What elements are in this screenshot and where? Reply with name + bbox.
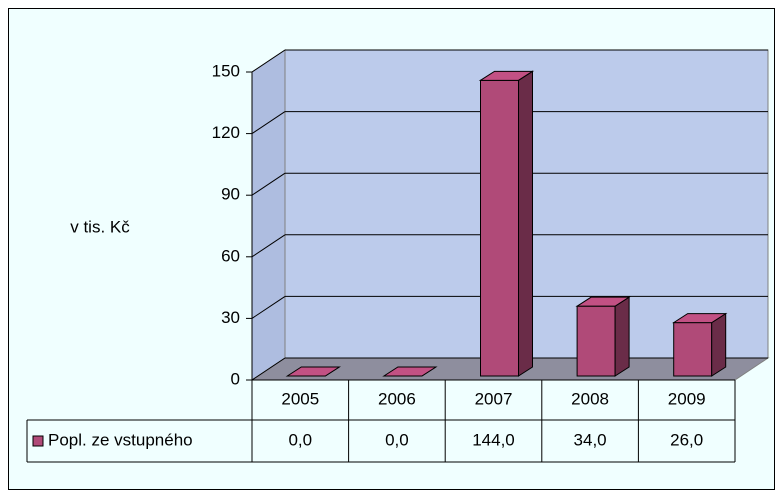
- grid-line: [251, 49, 286, 73]
- bar-top: [382, 366, 438, 377]
- table-value: 34,0: [574, 430, 607, 449]
- table-value: 26,0: [670, 430, 703, 449]
- side-wall: [251, 49, 286, 381]
- grid-line: [251, 234, 286, 258]
- x-tick-label: 2006: [378, 389, 416, 408]
- x-tick-label: 2007: [475, 389, 513, 408]
- x-tick-label: 2005: [281, 389, 319, 408]
- table-value: 0,0: [385, 430, 409, 449]
- bar-top: [478, 70, 535, 81]
- legend-swatch: [32, 435, 44, 447]
- grid-line: [251, 111, 286, 135]
- y-tick-label: 150: [212, 61, 240, 80]
- y-tick-label: 60: [221, 246, 240, 265]
- bar-front: [576, 305, 616, 377]
- table-value: 0,0: [288, 430, 312, 449]
- bar-side: [518, 70, 533, 377]
- y-tick-label: 0: [231, 369, 240, 388]
- legend-label: Popl. ze vstupného: [48, 430, 193, 449]
- table-value: 144,0: [472, 430, 515, 449]
- y-axis-label: v tis. Kč: [70, 217, 130, 236]
- y-tick-label: 120: [212, 123, 240, 142]
- bar-top: [575, 296, 631, 307]
- x-tick-label: 2009: [668, 389, 706, 408]
- bar-front: [480, 79, 519, 377]
- y-tick-label: 90: [221, 185, 240, 204]
- grid-line: [251, 295, 286, 319]
- bar-top: [671, 313, 728, 324]
- x-tick-label: 2008: [571, 389, 609, 408]
- bar-side: [614, 296, 630, 377]
- grid-line: [251, 172, 286, 196]
- y-tick-label: 30: [221, 308, 240, 327]
- grid-line: [251, 357, 286, 381]
- bar-top: [285, 366, 342, 377]
- bar-side: [711, 312, 727, 377]
- bar-front: [673, 322, 713, 377]
